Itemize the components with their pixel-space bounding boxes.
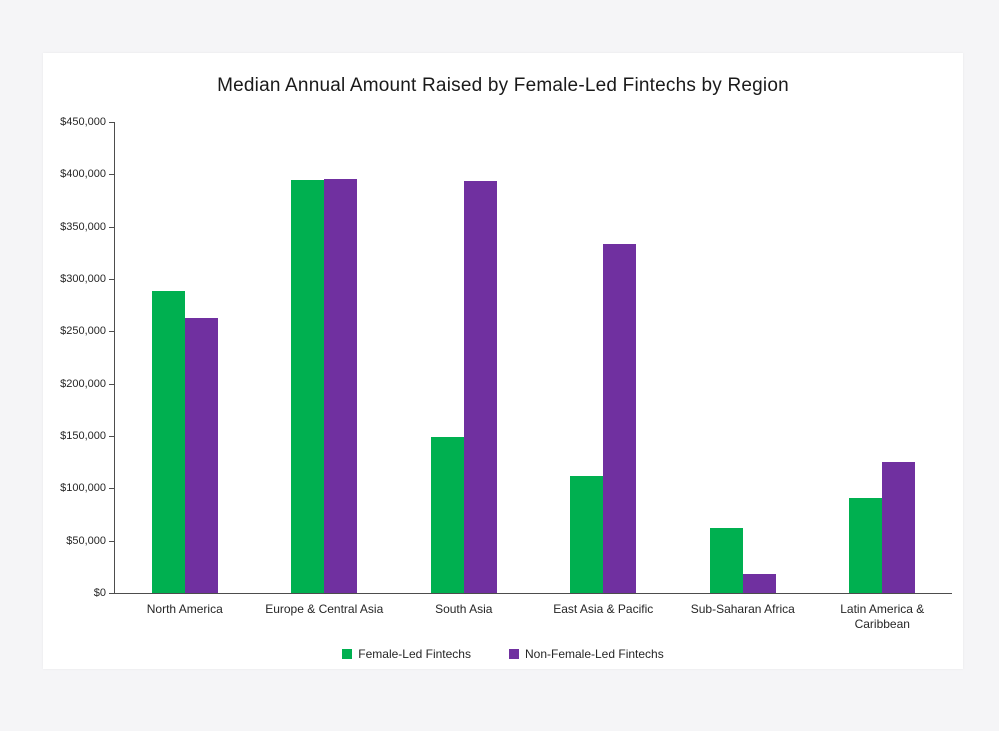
x-axis-category-label: Sub-Saharan Africa bbox=[690, 602, 795, 616]
legend-swatch bbox=[342, 649, 353, 659]
y-axis-line bbox=[114, 122, 115, 593]
bar bbox=[151, 291, 185, 593]
bar bbox=[184, 317, 218, 593]
y-axis-tick-label: $200,000 bbox=[60, 377, 106, 390]
legend-item: Non-Female-Led Fintechs bbox=[508, 647, 664, 661]
bar bbox=[709, 527, 743, 593]
bar bbox=[324, 178, 358, 593]
y-axis-tick-label: $350,000 bbox=[60, 220, 106, 233]
bar bbox=[463, 181, 497, 593]
legend-label: Female-Led Fintechs bbox=[358, 647, 471, 661]
y-axis-tick bbox=[109, 279, 114, 280]
bar bbox=[849, 498, 883, 593]
x-axis-category-label: Latin America & Caribbean bbox=[840, 602, 925, 631]
y-axis-tick-label: $50,000 bbox=[66, 534, 106, 547]
bar bbox=[570, 476, 604, 593]
y-axis-tick bbox=[109, 436, 114, 437]
chart-title: Median Annual Amount Raised by Female-Le… bbox=[217, 75, 789, 96]
x-axis-category-label: Europe & Central Asia bbox=[265, 602, 384, 616]
y-axis-tick bbox=[109, 593, 114, 594]
bar bbox=[742, 573, 776, 593]
y-axis-tick bbox=[109, 488, 114, 490]
x-axis-category-label: South Asia bbox=[435, 602, 493, 616]
x-axis-category-label: East Asia & Pacific bbox=[553, 602, 654, 616]
x-axis-line bbox=[114, 593, 952, 594]
y-axis-tick-label: $0 bbox=[93, 587, 106, 599]
y-axis-tick bbox=[109, 383, 114, 385]
bar bbox=[882, 462, 916, 593]
legend: Female-Led Fintechs Non-Female-Led Fintec… bbox=[43, 647, 963, 661]
y-axis-tick-label: $450,000 bbox=[60, 116, 106, 128]
chart-card: Median Annual Amount Raised by Female-Le… bbox=[43, 53, 963, 669]
plot-area: $0 $50,000 $100,000 $150,000 $200,000 $250,00… bbox=[60, 116, 952, 631]
y-axis-tick bbox=[109, 174, 114, 176]
legend-label: Non-Female-Led Fintechs bbox=[524, 647, 664, 661]
bar bbox=[603, 244, 637, 593]
y-axis-tick bbox=[109, 226, 114, 228]
bar bbox=[291, 180, 325, 593]
y-axis-tick bbox=[109, 122, 114, 123]
x-axis-category-label: North America bbox=[146, 602, 223, 616]
y-axis-tick-label: $250,000 bbox=[60, 325, 106, 338]
y-axis-tick bbox=[109, 540, 114, 542]
bar bbox=[430, 437, 464, 593]
y-axis-tick-label: $150,000 bbox=[60, 430, 106, 442]
y-axis-tick-label: $300,000 bbox=[60, 273, 106, 285]
y-axis-tick-label: $100,000 bbox=[60, 482, 106, 495]
legend-swatch bbox=[508, 649, 519, 659]
y-axis-tick-label: $400,000 bbox=[60, 168, 106, 181]
y-axis-tick bbox=[109, 331, 114, 333]
legend-item: Female-Led Fintechs bbox=[342, 647, 471, 661]
